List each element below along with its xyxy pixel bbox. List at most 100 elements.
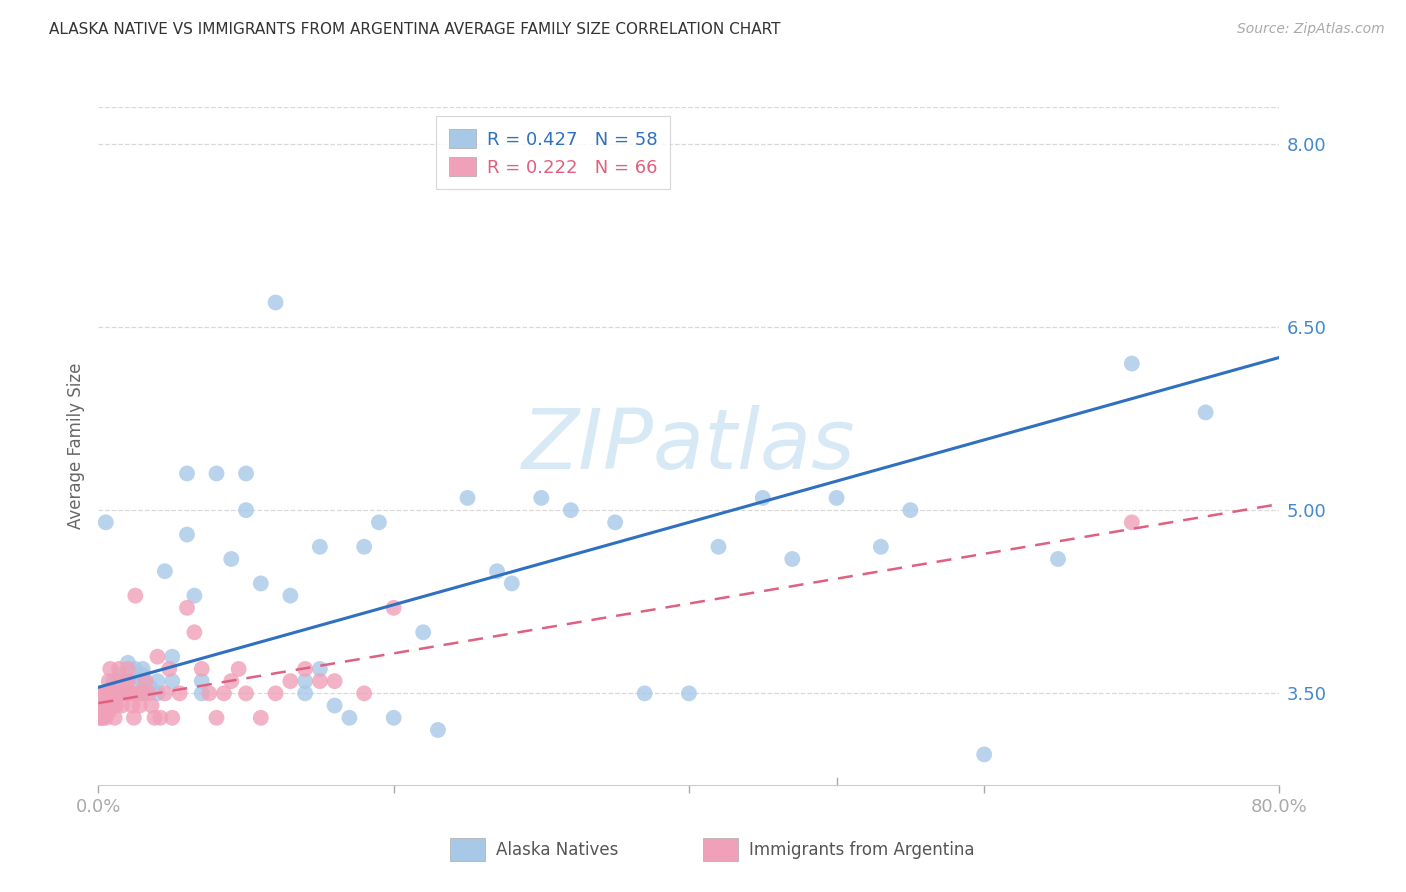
Point — [198, 686, 221, 700]
Point — [294, 674, 316, 689]
Point — [107, 674, 129, 689]
Point — [412, 625, 434, 640]
Point — [98, 662, 121, 676]
Point — [264, 295, 287, 310]
Point — [132, 674, 155, 689]
Point — [869, 540, 891, 554]
Text: Immigrants from Argentina: Immigrants from Argentina — [749, 840, 974, 859]
Point — [108, 662, 131, 676]
Point — [183, 625, 205, 640]
Point — [605, 516, 627, 530]
Point — [382, 600, 405, 615]
Point — [183, 589, 205, 603]
Point — [132, 662, 155, 676]
Point — [162, 711, 183, 725]
Point — [278, 674, 302, 689]
Point — [114, 686, 136, 700]
Point — [294, 662, 316, 676]
Point — [205, 467, 228, 481]
Point — [141, 698, 163, 713]
Point — [149, 711, 172, 725]
Point — [117, 686, 139, 700]
Point — [278, 589, 302, 603]
Point — [124, 662, 146, 676]
Point — [456, 491, 478, 505]
Point — [309, 540, 332, 554]
Point — [427, 723, 450, 737]
Point — [235, 467, 257, 481]
Point — [973, 747, 995, 762]
Point — [191, 662, 214, 676]
Point — [1121, 516, 1143, 530]
Point — [110, 668, 132, 682]
Point — [96, 686, 118, 700]
Point — [122, 711, 145, 725]
Point — [127, 686, 149, 700]
Point — [104, 711, 127, 725]
Point — [117, 674, 139, 689]
Point — [132, 686, 155, 700]
Point — [118, 686, 141, 700]
Point — [135, 674, 157, 689]
Point — [176, 527, 198, 541]
Point — [120, 686, 142, 700]
Point — [121, 698, 143, 713]
Point — [560, 503, 582, 517]
Point — [103, 674, 125, 689]
Point — [111, 698, 134, 713]
Point — [235, 503, 257, 517]
Point — [162, 674, 183, 689]
Point — [105, 698, 128, 713]
Point — [353, 686, 375, 700]
Point — [782, 552, 804, 566]
Point — [93, 698, 115, 713]
Point — [212, 686, 235, 700]
Point — [110, 686, 132, 700]
Point — [339, 711, 360, 725]
Y-axis label: Average Family Size: Average Family Size — [66, 363, 84, 529]
Point — [219, 674, 242, 689]
Point — [115, 674, 138, 689]
Point — [107, 686, 129, 700]
Point — [112, 686, 135, 700]
Point — [139, 680, 162, 694]
Point — [382, 711, 405, 725]
Point — [97, 674, 120, 689]
Point — [530, 491, 553, 505]
Point — [250, 576, 273, 591]
Point — [117, 662, 139, 676]
Text: Source: ZipAtlas.com: Source: ZipAtlas.com — [1237, 22, 1385, 37]
Point — [91, 711, 114, 725]
Point — [250, 711, 273, 725]
Point — [309, 662, 332, 676]
Point — [128, 698, 150, 713]
Point — [1121, 357, 1143, 371]
Point — [235, 686, 257, 700]
Point — [96, 698, 118, 713]
Point — [1046, 552, 1069, 566]
Point — [228, 662, 250, 676]
Point — [124, 589, 146, 603]
Point — [176, 467, 198, 481]
Point — [117, 656, 139, 670]
Point — [89, 711, 111, 725]
Point — [633, 686, 655, 700]
Point — [162, 649, 183, 664]
Point — [353, 540, 375, 554]
Point — [501, 576, 523, 591]
Text: ZIPatlas: ZIPatlas — [522, 406, 856, 486]
Point — [323, 674, 346, 689]
Point — [153, 564, 176, 578]
Point — [98, 686, 121, 700]
Legend: R = 0.427   N = 58, R = 0.222   N = 66: R = 0.427 N = 58, R = 0.222 N = 66 — [436, 116, 671, 189]
Text: Alaska Natives: Alaska Natives — [496, 840, 619, 859]
Point — [146, 649, 169, 664]
Point — [94, 711, 117, 725]
Point — [323, 698, 346, 713]
Point — [264, 686, 287, 700]
Point — [205, 711, 228, 725]
Point — [900, 503, 922, 517]
Point — [678, 686, 700, 700]
Point — [751, 491, 773, 505]
Point — [97, 705, 120, 719]
